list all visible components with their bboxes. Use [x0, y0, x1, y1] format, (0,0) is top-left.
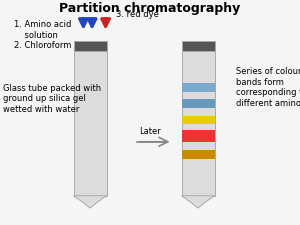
Polygon shape — [74, 196, 106, 208]
Text: Glass tube packed with
ground up silica gel
wetted with water: Glass tube packed with ground up silica … — [3, 84, 101, 114]
Text: Series of coloured
bands form
corresponding to
different amino acids: Series of coloured bands form correspond… — [236, 68, 300, 108]
Bar — [74, 40, 106, 196]
Bar — [182, 150, 214, 159]
Bar — [182, 83, 214, 92]
Bar — [182, 99, 214, 108]
Bar — [182, 116, 214, 124]
Text: 3. red dye: 3. red dye — [116, 10, 158, 19]
Text: Partition chromatography: Partition chromatography — [59, 2, 241, 15]
Bar — [182, 130, 214, 142]
Text: Later: Later — [139, 127, 161, 136]
Polygon shape — [182, 196, 214, 208]
Bar — [182, 40, 214, 51]
Bar — [182, 40, 214, 196]
Bar — [74, 40, 106, 51]
Text: 1. Amino acid
    solution
2. Chloroform: 1. Amino acid solution 2. Chloroform — [14, 20, 71, 50]
